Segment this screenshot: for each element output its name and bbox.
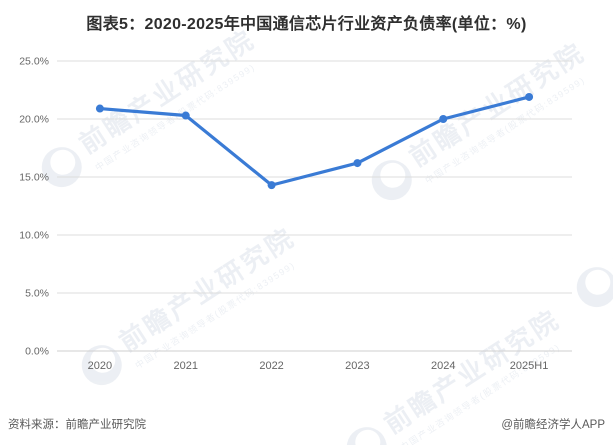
credit-note: @前瞻经济学人APP — [501, 419, 605, 431]
trend-line — [98, 95, 531, 187]
y-axis-tick-label: 20.0% — [19, 114, 49, 126]
data-point-marker — [525, 92, 534, 101]
y-axis-tick-label: 5.0% — [25, 288, 49, 300]
data-point-marker — [439, 115, 448, 123]
y-axis-tick-label: 0.0% — [25, 346, 49, 358]
x-axis-tick-label: 2023 — [345, 360, 369, 372]
data-point-marker — [353, 159, 362, 168]
x-axis-tick-label: 2025H1 — [510, 360, 549, 372]
y-axis-tick-label: 10.0% — [19, 230, 49, 242]
data-point-marker — [267, 181, 276, 190]
y-axis-tick-label: 25.0% — [19, 56, 49, 68]
data-point-marker — [181, 111, 190, 120]
data-point-marker — [95, 104, 104, 113]
x-axis-tick-label: 2020 — [88, 360, 112, 372]
source-note: 资料来源：前瞻产业研究院 — [8, 419, 146, 431]
x-axis-tick-label: 2024 — [431, 360, 455, 372]
chart-title: 图表5：2020-2025年中国通信芯片行业资产负债率(单位：%) — [86, 16, 527, 33]
x-axis-tick-label: 2022 — [259, 360, 283, 372]
y-axis-tick-label: 15.0% — [19, 172, 49, 184]
x-axis-tick-label: 2021 — [174, 360, 198, 372]
